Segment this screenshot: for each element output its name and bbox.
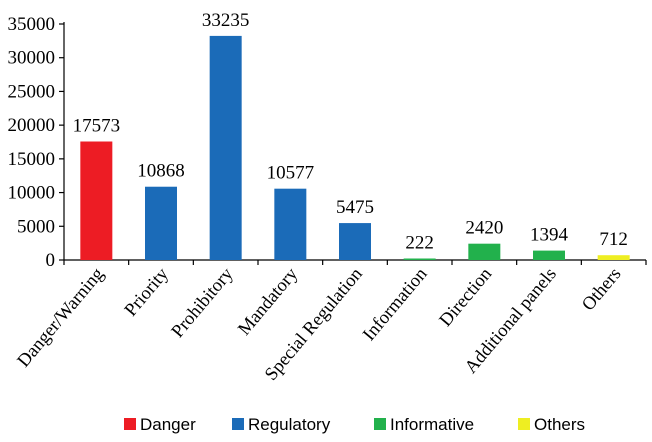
legend-item-others: Others [518, 415, 585, 434]
x-tick-label: Danger/Warning [14, 264, 108, 371]
bar-danger-warning [80, 141, 113, 260]
data-label: 17573 [73, 116, 121, 137]
bar-priority [145, 186, 177, 260]
y-tick-label: 10000 [8, 183, 56, 204]
bars: 17573 10868 33235 10577 5475 222 2420 1394 712 [73, 10, 630, 261]
bar-information [403, 258, 436, 260]
data-label: 5475 [336, 197, 374, 218]
x-tick-label: Mandatory [235, 264, 303, 340]
legend-item-informative: Informative [374, 415, 474, 434]
y-tick-label: 15000 [8, 149, 56, 170]
y-tick-label: 35000 [8, 14, 56, 35]
y-tick-label: 0 [46, 250, 56, 271]
data-label: 33235 [202, 10, 250, 31]
legend: Danger Regulatory Informative Others [124, 415, 585, 434]
legend-swatch [374, 418, 386, 430]
legend-item-regulatory: Regulatory [232, 415, 331, 434]
legend-label: Danger [140, 415, 196, 434]
legend-label: Informative [390, 415, 474, 434]
x-tick-label: Information [359, 264, 431, 345]
legend-swatch [518, 418, 530, 430]
y-tick-label: 5000 [17, 216, 55, 237]
bar-others [597, 255, 630, 260]
bar-special-regulation [339, 223, 371, 260]
bar-additional-panels [533, 250, 565, 260]
data-label: 222 [405, 233, 434, 254]
y-tick-label: 25000 [8, 81, 56, 102]
legend-label: Others [534, 415, 585, 434]
data-label: 10868 [137, 161, 185, 182]
data-label: 712 [599, 229, 628, 250]
data-label: 2420 [465, 218, 503, 239]
data-label: 10577 [267, 163, 315, 184]
y-tick-label: 20000 [8, 115, 56, 136]
legend-label: Regulatory [248, 415, 331, 434]
bar-mandatory [274, 188, 307, 260]
legend-swatch [124, 418, 136, 430]
bar-prohibitory [209, 35, 242, 261]
legend-item-danger: Danger [124, 415, 196, 434]
y-tick-label: 30000 [8, 48, 56, 69]
x-tick-label: Others [578, 264, 625, 315]
data-label: 1394 [530, 225, 569, 246]
bar-direction [468, 243, 501, 260]
x-tick-label: Direction [436, 264, 496, 330]
x-tick-label: Prohibitory [168, 264, 238, 342]
x-tick-label: Priority [121, 264, 173, 321]
legend-swatch [232, 418, 244, 430]
